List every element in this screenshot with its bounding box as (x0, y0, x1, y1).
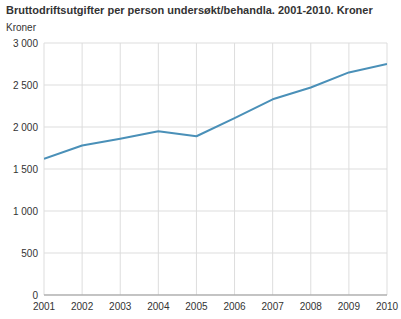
x-grid-line (44, 43, 45, 295)
x-tick-label: 2002 (71, 301, 94, 312)
y-tick-label: 2 500 (13, 80, 38, 91)
line (44, 64, 387, 159)
y-grid-line (44, 85, 387, 86)
x-grid-line (120, 43, 121, 295)
x-tick-label: 2010 (376, 301, 399, 312)
x-tick-label: 2007 (262, 301, 285, 312)
x-axis-line (44, 295, 387, 296)
y-label: Kroner (6, 22, 37, 33)
x-tick-label: 2005 (185, 301, 208, 312)
x-tick-label: 2009 (338, 301, 361, 312)
x-tick-label: 2004 (147, 301, 170, 312)
x-grid-line (387, 43, 388, 295)
y-tick-label: 0 (32, 290, 38, 301)
y-tick-label: 2 000 (13, 122, 38, 133)
x-grid-line (234, 43, 235, 295)
x-grid-line (348, 43, 349, 295)
y-grid-line (44, 253, 387, 254)
series (44, 64, 387, 159)
y-tick-label: 3 000 (13, 38, 38, 49)
x-grid-line (82, 43, 83, 295)
x-tick-label: 2006 (223, 301, 246, 312)
axes: 0 500 1 000 1 500 2 000 2 500 3 000 2001 2002 200… (13, 38, 399, 313)
y-tick-label: 1 500 (13, 164, 38, 175)
x-tick-label: 2003 (109, 301, 132, 312)
x-tick-label: 2001 (33, 301, 56, 312)
x-grid-line (196, 43, 197, 295)
y-grid-line (44, 43, 387, 44)
y-grid-line (44, 295, 387, 296)
y-tick-label: 500 (21, 248, 38, 259)
y-grid-line (44, 211, 387, 212)
x-tick-label: 2008 (300, 301, 323, 312)
title: Bruttodriftsutgifter per person undersøk… (6, 4, 373, 16)
y-grid-line (44, 169, 387, 170)
x-grid-line (158, 43, 159, 295)
y-tick-label: 1 000 (13, 206, 38, 217)
x-grid-line (272, 43, 273, 295)
x-grid-line (310, 43, 311, 295)
grid (44, 43, 387, 295)
chart: Bruttodriftsutgifter per person undersøk… (0, 0, 401, 319)
